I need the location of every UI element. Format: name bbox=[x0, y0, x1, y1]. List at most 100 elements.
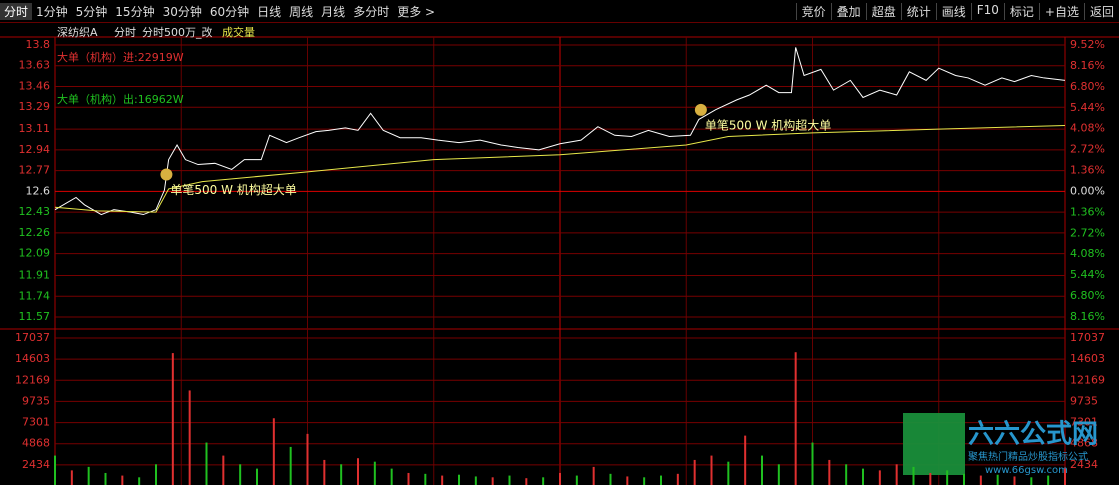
toolbar-button[interactable]: 分时 bbox=[0, 2, 33, 20]
volume-bar bbox=[1047, 475, 1050, 485]
volume-bar bbox=[441, 475, 444, 485]
volume-bar bbox=[811, 442, 814, 485]
volume-bar bbox=[996, 474, 999, 485]
y2-tick-label: 1.36% bbox=[1070, 164, 1105, 177]
toolbar-button[interactable]: +自选 bbox=[1038, 2, 1084, 20]
volume-bar bbox=[407, 472, 410, 485]
y-tick-label: 11.74 bbox=[19, 289, 51, 302]
toolbar-button[interactable]: 更多 > bbox=[397, 4, 436, 19]
volume-bar bbox=[272, 418, 275, 485]
annotation-icon bbox=[694, 103, 707, 116]
volume-bar bbox=[912, 466, 915, 485]
volume-bar bbox=[744, 435, 747, 485]
volume-bar bbox=[559, 472, 561, 485]
y-tick-label: 14603 bbox=[1070, 352, 1105, 365]
y-tick-label: 11.91 bbox=[19, 269, 51, 282]
y-tick-label: 14603 bbox=[15, 352, 50, 365]
volume-bar bbox=[138, 477, 141, 485]
volume-bar bbox=[895, 464, 898, 485]
volume-bar bbox=[373, 461, 376, 485]
toolbar-button[interactable]: 5分钟 bbox=[75, 4, 108, 19]
volume-bar bbox=[340, 464, 343, 485]
volume-bar bbox=[929, 472, 932, 485]
toolbar-button[interactable]: 15分钟 bbox=[115, 4, 155, 19]
y-tick-label: 13.63 bbox=[19, 59, 51, 72]
volume-bar bbox=[424, 473, 427, 485]
header-label: 成交量 bbox=[222, 25, 255, 39]
toolbar-button[interactable]: 画线 bbox=[935, 2, 971, 20]
toolbar-button[interactable]: 1分钟 bbox=[36, 4, 68, 19]
y2-tick-label: 6.80% bbox=[1070, 80, 1105, 93]
y2-tick-label: 4.08% bbox=[1070, 247, 1105, 260]
y2-tick-label: 8.16% bbox=[1070, 310, 1105, 323]
volume-bar bbox=[474, 476, 477, 485]
toolbar-button[interactable]: 60分钟 bbox=[209, 4, 250, 19]
y-tick-label: 12.77 bbox=[19, 164, 51, 177]
toolbar-button[interactable]: 多分时 bbox=[353, 4, 390, 19]
y-tick-label: 9735 bbox=[22, 394, 50, 407]
volume-bar bbox=[1030, 477, 1033, 485]
volume-bar bbox=[256, 468, 258, 485]
y2-tick-label: 8.16% bbox=[1070, 59, 1105, 72]
watermark-logo bbox=[903, 413, 965, 475]
y-tick-label: 17037 bbox=[1070, 331, 1105, 344]
toolbar-button[interactable]: 超盘 bbox=[865, 2, 901, 20]
toolbar-button[interactable]: 返回 bbox=[1083, 2, 1119, 20]
y-tick-label: 17037 bbox=[15, 331, 50, 344]
legend-item: 大单（机构）进:22919W bbox=[57, 50, 184, 64]
toolbar-button[interactable]: 统计 bbox=[900, 2, 936, 20]
y-tick-label: 12169 bbox=[15, 373, 50, 386]
header-label: 分时500万_改 bbox=[142, 25, 213, 39]
y2-tick-label: 2.72% bbox=[1070, 143, 1105, 156]
volume-bar bbox=[205, 442, 208, 485]
y-tick-label: 13.11 bbox=[19, 122, 51, 135]
price-line bbox=[54, 125, 1066, 213]
watermark-subtitle: 聚焦热门精品炒股指标公式 bbox=[968, 450, 1088, 463]
toolbar-button[interactable]: 叠加 bbox=[830, 2, 866, 20]
volume-bar bbox=[643, 477, 646, 485]
volume-bar bbox=[710, 455, 713, 485]
toolbar-button[interactable]: 月线 bbox=[321, 4, 346, 19]
volume-bar bbox=[357, 458, 359, 485]
volume-bar bbox=[979, 475, 982, 485]
toolbar-button[interactable]: 日线 bbox=[257, 4, 282, 19]
y2-tick-label: 9.52% bbox=[1070, 38, 1105, 51]
y-tick-label: 12169 bbox=[1070, 373, 1105, 386]
volume-bar bbox=[306, 433, 309, 485]
volume-bar bbox=[693, 459, 696, 485]
y-tick-label: 13.8 bbox=[26, 38, 51, 51]
volume-bar bbox=[155, 464, 157, 485]
toolbar-left: 分时 1分钟 5分钟 15分钟 30分钟 60分钟 日线 周线 月线 多分时 更多 > bbox=[0, 2, 439, 20]
toolbar-button[interactable]: 周线 bbox=[289, 4, 314, 19]
price-line bbox=[54, 47, 1066, 216]
volume-bar bbox=[491, 477, 494, 485]
volume-bar bbox=[727, 461, 730, 485]
watermark-title: 六六公式网 bbox=[968, 420, 1098, 450]
toolbar-button[interactable]: 标记 bbox=[1003, 2, 1039, 20]
volume-bar bbox=[777, 464, 780, 485]
y2-tick-label: 2.72% bbox=[1070, 226, 1105, 239]
annotation: 单笔500 W 机构超大单 bbox=[705, 117, 831, 132]
volume-bar bbox=[828, 459, 831, 485]
y-tick-label: 13.46 bbox=[19, 79, 51, 92]
volume-bar bbox=[508, 475, 511, 485]
toolbar-button[interactable]: 竞价 bbox=[795, 2, 831, 20]
volume-bar bbox=[676, 473, 679, 485]
volume-bar bbox=[626, 476, 629, 485]
toolbar-button[interactable]: F10 bbox=[970, 2, 1004, 20]
y-tick-label: 11.57 bbox=[19, 310, 51, 323]
toolbar-button[interactable]: 30分钟 bbox=[162, 4, 202, 19]
volume-bar bbox=[761, 455, 763, 485]
y-tick-label: 7301 bbox=[1070, 416, 1098, 429]
annotation: 单笔500 W 机构超大单 bbox=[170, 182, 296, 197]
y-tick-label: 4868 bbox=[22, 437, 50, 450]
volume-bar bbox=[575, 475, 578, 485]
y-tick-label: 2434 bbox=[1070, 458, 1098, 471]
volume-bar bbox=[660, 475, 662, 485]
toolbar-right: 竞价 叠加 超盘 统计 画线 F10 标记 +自选 返回 bbox=[795, 2, 1119, 20]
y-tick-label: 13.29 bbox=[19, 100, 51, 113]
volume-bar bbox=[239, 464, 242, 485]
y-tick-label: 12.94 bbox=[19, 143, 51, 156]
volume-bar bbox=[592, 466, 595, 485]
